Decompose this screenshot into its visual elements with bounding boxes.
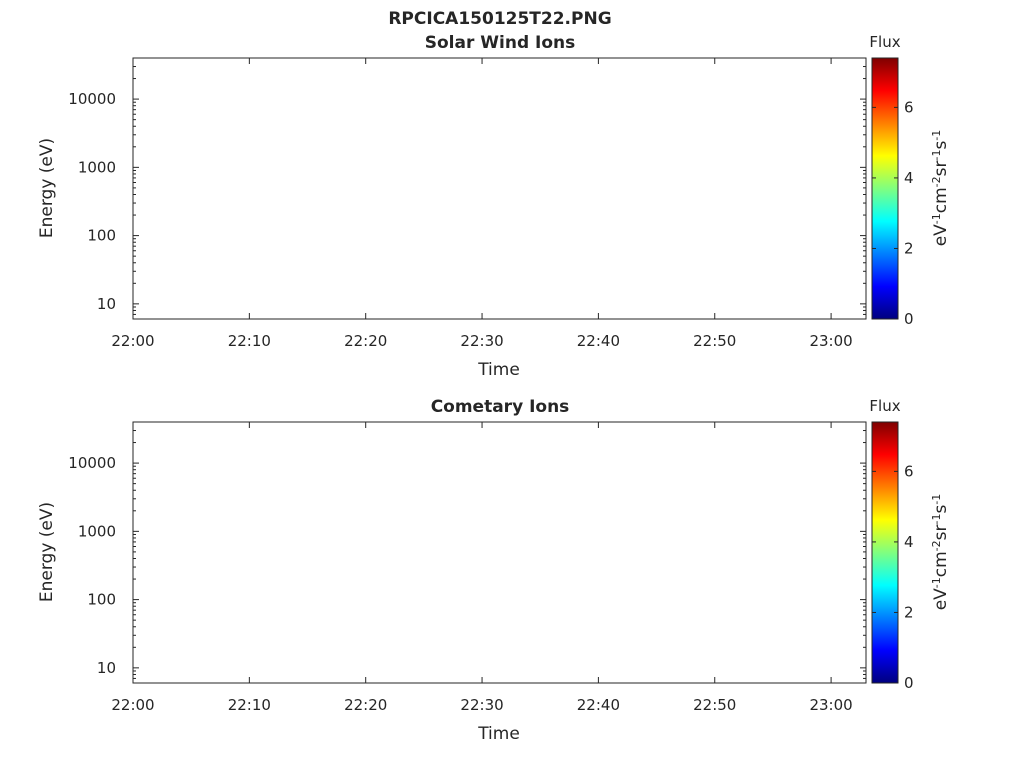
y-tick-label: 10: [97, 295, 116, 313]
plot-frame: [132, 57, 867, 320]
colorbar-tick-label: 6: [904, 98, 914, 116]
x-tick-label: 22:20: [344, 332, 387, 350]
panel-title: Solar Wind Ions: [425, 33, 576, 53]
x-tick-label: 22:30: [460, 332, 503, 350]
x-tick-label: 22:10: [228, 332, 271, 350]
colorbar-tick-label: 2: [904, 239, 914, 257]
figure-title: RPCICA150125T22.PNG: [388, 9, 611, 29]
colorbar-label: eV-1cm-2sr-1s-1: [930, 130, 951, 247]
solar-wind-ions-panel: Solar Wind Ions 10 100 1000 10000 22:00 22:1…: [37, 33, 951, 380]
x-tick-label: 22:50: [693, 332, 736, 350]
y-tick-label: 10000: [68, 90, 116, 108]
x-tick-label: 23:00: [809, 332, 852, 350]
x-axis-ticks: 22:00 22:10 22:20 22:30 22:40 22:50 23:00: [111, 58, 853, 350]
colorbar: [871, 57, 899, 320]
y-axis-ticks: 10 100 1000 10000: [68, 57, 866, 320]
x-tick-label: 22:00: [111, 332, 154, 350]
panel-title: Cometary Ions: [431, 397, 570, 417]
y-tick-label: 1000: [78, 158, 116, 176]
colorbar-tick-label: 4: [904, 169, 914, 187]
colorbar-tick-label: 0: [904, 310, 914, 328]
colorbar-ticks: 0 2 4 6: [872, 98, 914, 328]
y-axis-label: Energy (eV): [37, 138, 57, 238]
y-tick-label: 100: [87, 227, 116, 245]
x-axis-label: Time: [477, 360, 520, 380]
x-tick-label: 22:40: [577, 332, 620, 350]
colorbar-title: Flux: [869, 33, 900, 51]
